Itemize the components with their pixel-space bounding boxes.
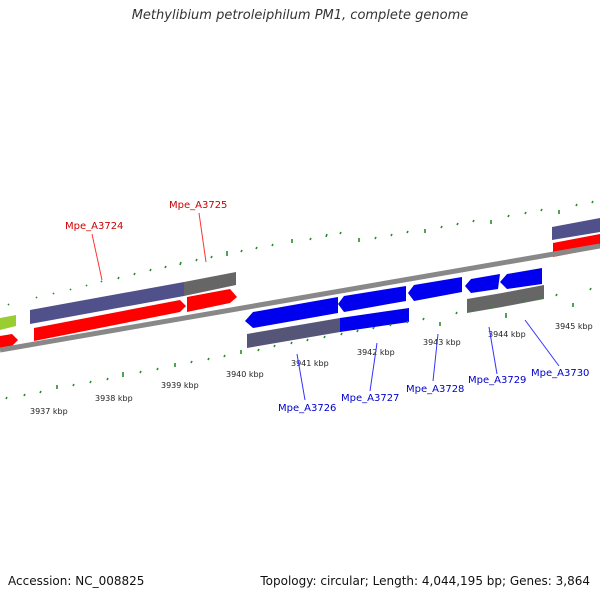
genome-summary-text: Topology: circular; Length: 4,044,195 bp… — [260, 574, 590, 588]
tick-label-3944: 3944 kbp — [488, 330, 526, 339]
cds-feature-mpe-a3728[interactable] — [408, 277, 462, 301]
tick-label-3945: 3945 kbp — [555, 322, 593, 331]
tick-label-3937: 3937 kbp — [30, 407, 68, 416]
tick-label-3938: 3938 kbp — [95, 394, 133, 403]
genome-backbone — [0, 243, 600, 353]
cds-feature-mpe-a3726[interactable] — [245, 297, 338, 328]
cds-feature-mpe-a3730[interactable] — [500, 268, 542, 289]
gene-feature-mpe-a3724[interactable] — [30, 282, 184, 324]
gene-feature-mpe-a3725[interactable] — [184, 272, 236, 296]
cds-feature-mpe-a3727[interactable] — [338, 286, 406, 312]
gene-feature-mpe-a3727[interactable] — [340, 308, 409, 332]
tick-label-3941: 3941 kbp — [291, 359, 329, 368]
gene-label-mpe-a3724[interactable]: Mpe_A3724 — [65, 221, 123, 232]
gene-label-mpe-a3729[interactable]: Mpe_A3729 — [468, 375, 526, 386]
gene-feature-mpe-a3729[interactable] — [467, 293, 502, 313]
gene-feature-mpe-a3726[interactable] — [247, 318, 340, 348]
label-leader-lines — [91, 212, 560, 401]
gene-feature-mpe-a3730[interactable] — [502, 285, 544, 307]
gene-label-mpe-a3728[interactable]: Mpe_A3728 — [406, 384, 464, 395]
lower-tick-row — [5, 287, 592, 400]
gene-label-mpe-a3725[interactable]: Mpe_A3725 — [169, 200, 227, 211]
gene-feature-left-edge[interactable] — [0, 315, 16, 330]
tick-label-3940: 3940 kbp — [226, 370, 264, 379]
gene-label-mpe-a3726[interactable]: Mpe_A3726 — [278, 403, 336, 414]
tick-label-3943: 3943 kbp — [423, 338, 461, 347]
cds-feature-mpe-a3725[interactable] — [187, 289, 237, 312]
tick-label-3939: 3939 kbp — [161, 381, 199, 390]
upper-tick-row — [7, 200, 594, 306]
cds-feature-mpe-a3729[interactable] — [465, 274, 500, 293]
cds-feature-left-edge[interactable] — [0, 334, 18, 350]
accession-text: Accession: NC_008825 — [8, 574, 145, 588]
reverse-strand-track — [245, 268, 544, 348]
gene-labels: Mpe_A3724 Mpe_A3725 Mpe_A3726 Mpe_A3727 … — [65, 200, 589, 414]
gene-label-mpe-a3727[interactable]: Mpe_A3727 — [341, 393, 399, 404]
map-title: Methylibium petroleiphilum PM1, complete… — [131, 8, 469, 23]
cds-feature-mpe-a3724[interactable] — [34, 300, 186, 341]
gene-feature-right-edge[interactable] — [552, 218, 600, 240]
gene-label-mpe-a3730[interactable]: Mpe_A3730 — [531, 368, 589, 379]
